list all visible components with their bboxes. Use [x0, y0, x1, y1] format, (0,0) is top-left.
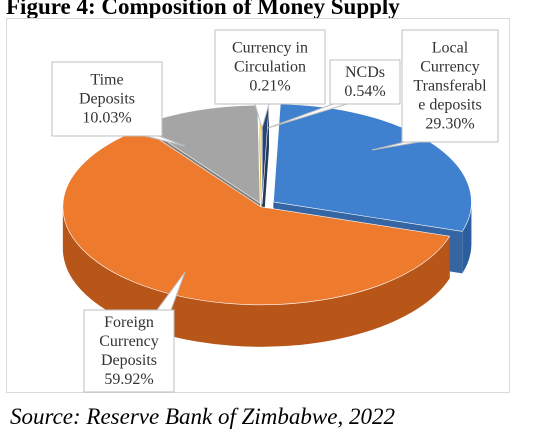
- source-note: Source: Reserve Bank of Zimbabwe, 2022: [10, 404, 395, 429]
- pie-slice-foreign-currency-deposits: [62, 128, 451, 306]
- data-label-callout: Foreign Currency Deposits 59.92%: [83, 271, 186, 393]
- data-label-callout: Currency in Circulation 0.21%: [214, 29, 326, 130]
- data-label-callout: NCDs 0.54%: [267, 59, 401, 129]
- figure-title: Figure 4: Composition of Money Supply: [6, 0, 400, 19]
- slice-category-label: Deposits: [79, 91, 135, 108]
- slice-value-label: 29.30%: [425, 116, 474, 133]
- slice-category-label: NCDs: [345, 64, 385, 81]
- slice-category-label: Circulation: [234, 59, 306, 76]
- slice-category-label: Time: [90, 72, 123, 89]
- callout-box: [329, 59, 401, 105]
- callout-box: [51, 61, 163, 137]
- slice-category-label: Transferabl: [413, 78, 487, 95]
- slice-value-label: 10.03%: [82, 110, 131, 127]
- slice-category-label: Deposits: [101, 352, 157, 369]
- slice-category-label: Local: [432, 40, 469, 57]
- slice-category-label: Currency: [420, 59, 480, 76]
- slice-category-label: Currency in: [232, 40, 308, 57]
- slice-value-label: 0.54%: [344, 83, 385, 100]
- pie-slice-side: [462, 201, 472, 274]
- data-label-callout: Local Currency Transferabl e deposits 29.30%: [371, 29, 499, 151]
- callout-box: [83, 309, 175, 393]
- slice-category-label: Foreign: [104, 314, 154, 331]
- slice-category-label: Currency: [99, 333, 159, 350]
- data-label-callout: Time Deposits 10.03%: [51, 61, 186, 147]
- callout-box: [214, 29, 326, 105]
- slice-category-label: e deposits: [418, 97, 482, 114]
- slice-value-label: 0.21%: [249, 78, 290, 95]
- slice-value-label: 59.92%: [104, 371, 153, 388]
- callout-box: [401, 29, 499, 143]
